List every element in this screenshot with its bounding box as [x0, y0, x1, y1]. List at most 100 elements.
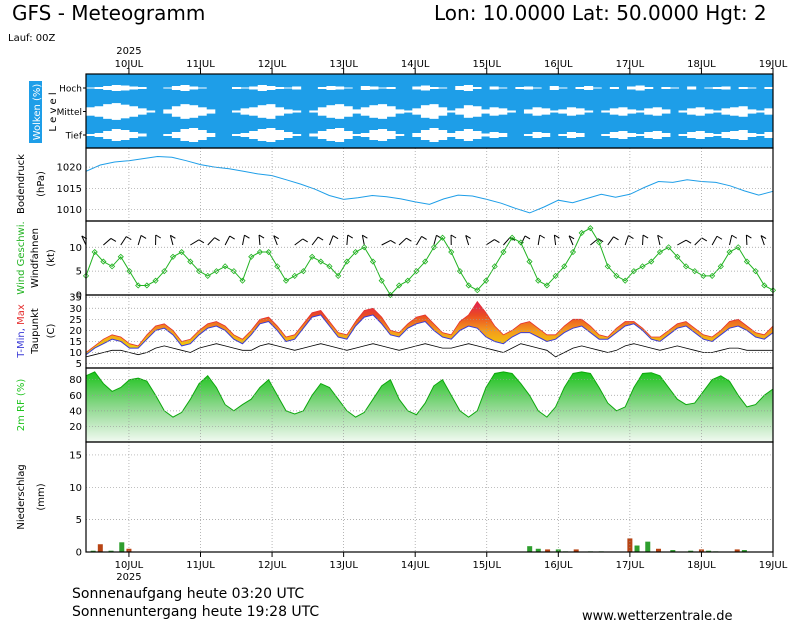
wind-barb-flag-38	[421, 235, 427, 240]
cloud-gap-tief-41	[438, 130, 448, 140]
coordinates-label: Lon: 10.0000 Lat: 50.0000 Hgt: 2	[434, 1, 767, 25]
wind-barb-24	[294, 238, 303, 246]
cloud-gap-tief-63	[627, 133, 637, 137]
wind-barb-72	[711, 236, 718, 246]
wind-point-75	[735, 244, 742, 251]
wind-barb-78	[760, 235, 765, 246]
humidity-ytick-80: 80	[69, 375, 82, 386]
wind-barb-flag-16	[229, 235, 235, 240]
x-tick-top-18JUL: 18JUL	[687, 59, 716, 70]
wind-barb-flag-6	[140, 235, 147, 239]
cloud-gap-mittel-66	[652, 107, 662, 116]
cloud-gap-hoch-18	[240, 87, 250, 89]
wind-point-18	[239, 277, 246, 284]
wind-point-42	[448, 248, 455, 256]
cloud-gap-hoch-58	[584, 86, 594, 90]
cloud-gap-hoch-48	[498, 87, 508, 89]
temperature-ytick-20: 20	[69, 326, 82, 337]
cloud-gap-mittel-44	[463, 105, 473, 118]
precip-bar-3	[119, 542, 125, 552]
cloud-gap-mittel-48	[498, 108, 508, 115]
wind-barb-flag-68	[685, 239, 692, 244]
cloud-gap-mittel-28	[326, 105, 336, 118]
x-tick-top-15JUL: 15JUL	[472, 59, 501, 70]
cloud-gap-mittel-60	[601, 110, 611, 113]
page-title: GFS - Meteogramm	[12, 1, 206, 25]
wind-point-67	[665, 244, 672, 251]
precip-bar-15	[645, 541, 651, 552]
pressure-ytick-1010: 1010	[57, 205, 82, 216]
wind-ytick-10: 10	[69, 243, 82, 254]
cloud-gap-mittel-12	[189, 105, 199, 118]
wind-point-65	[648, 258, 655, 265]
cloud-gap-tief-51	[523, 134, 534, 136]
cloud-gap-tief-61	[609, 132, 619, 138]
wind-point-77	[752, 268, 759, 275]
wind-point-26	[309, 253, 316, 260]
wind-barb-22	[273, 235, 278, 246]
wind-barb-flag-58	[597, 238, 604, 243]
wind-barb-title: Windfahnen	[30, 228, 41, 288]
cloud-gap-hoch-27	[317, 87, 327, 89]
pressure-line	[85, 155, 774, 214]
humidity-title: 2m RF (%)	[16, 379, 27, 432]
wind-barb-76	[745, 234, 748, 246]
wind-barb-60	[607, 236, 614, 246]
wind-point-24	[291, 272, 298, 279]
cloud-gap-mittel-27	[317, 107, 327, 116]
x-tick-top-11JUL: 11JUL	[186, 59, 215, 70]
cloud-gap-hoch-32	[360, 86, 370, 90]
wind-barb-46	[485, 239, 495, 246]
cloud-gap-hoch-28	[326, 86, 336, 90]
cloud-gap-mittel-71	[695, 107, 705, 116]
cloud-level-tief: Tief	[65, 132, 83, 142]
wind-barb-flag-64	[642, 234, 649, 239]
cloud-gap-tief-77	[747, 133, 757, 137]
wind-point-54	[552, 272, 559, 279]
cloud-gap-hoch-17	[231, 87, 242, 89]
wind-panel-frame	[85, 220, 774, 296]
wind-barb-flag-62	[628, 235, 634, 239]
precip-ytick-10: 10	[69, 483, 82, 494]
wind-point-69	[682, 263, 690, 270]
wind-barb-flag-2	[110, 238, 117, 242]
cloud-gap-hoch-30	[343, 87, 353, 89]
cloud-gap-tief-48	[498, 133, 508, 137]
wind-barb-flag-54	[554, 234, 560, 239]
cloud-gap-tief-12	[189, 128, 199, 142]
wind-point-78	[761, 282, 768, 289]
wind-point-58	[587, 225, 594, 232]
wind-point-73	[717, 263, 724, 270]
cloud-level-mittel: Mittel	[57, 108, 82, 118]
temperature-ytick-15: 15	[69, 337, 82, 348]
x-tick-top-13JUL: 13JUL	[329, 59, 358, 70]
wind-barb-54	[553, 235, 557, 246]
wind-point-60	[604, 263, 611, 270]
wind-point-38	[413, 268, 420, 275]
x-tick-bottom-18JUL: 18JUL	[687, 560, 716, 571]
wind-point-20	[256, 248, 263, 256]
wind-barb-flag-70	[701, 237, 708, 242]
wind-point-3	[109, 263, 116, 270]
cloud-gap-mittel-73	[712, 110, 722, 113]
cloud-gap-mittel-11	[180, 104, 190, 119]
cloud-gap-tief-19	[249, 131, 259, 139]
x-tick-bottom-13JUL: 13JUL	[329, 560, 358, 571]
wind-point-16	[222, 263, 229, 270]
wind-point-9	[161, 268, 168, 275]
precip-bar-2	[108, 550, 114, 552]
cloud-gap-mittel-36	[395, 109, 405, 114]
x-tick-bottom-12JUL: 12JUL	[258, 560, 287, 571]
wind-barb-62	[624, 235, 629, 246]
cloud-gap-tief-9	[163, 134, 173, 136]
cloud-gap-tief-42	[446, 133, 456, 137]
wind-barb-40	[433, 235, 437, 246]
wind-barb-74	[729, 235, 733, 246]
cloud-gap-tief-74	[721, 132, 731, 138]
cloud-gap-hoch-47	[489, 86, 499, 90]
cloud-gap-mittel-20	[257, 105, 267, 118]
wind-point-74	[726, 248, 733, 256]
cloud-gap-mittel-51	[523, 109, 534, 114]
cloud-gap-mittel-52	[532, 107, 542, 116]
temperature-range-area	[86, 301, 773, 355]
